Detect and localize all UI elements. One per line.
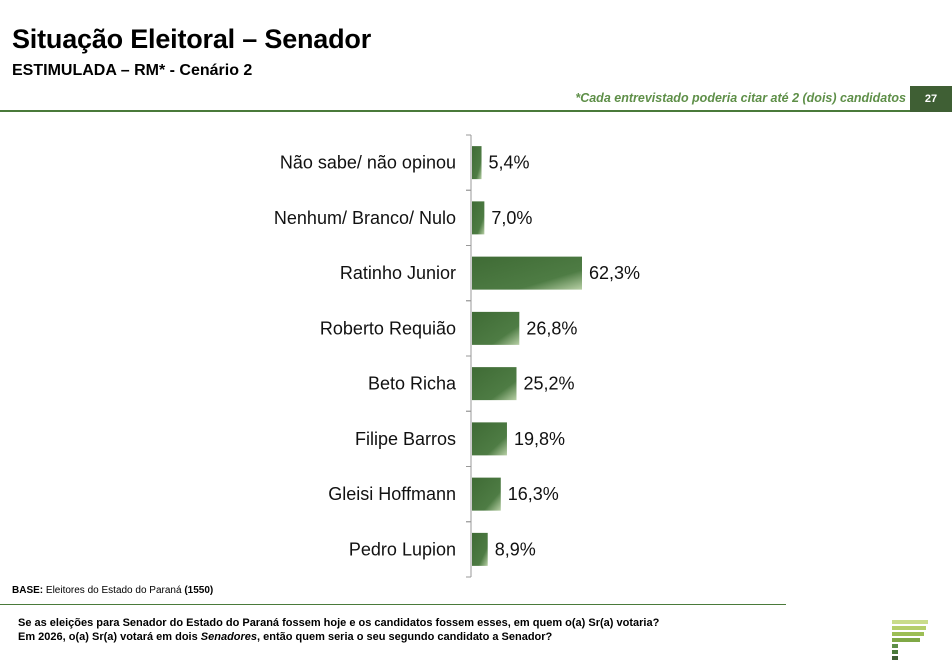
bar: [472, 146, 482, 180]
base-label: BASE:: [12, 585, 44, 596]
category-label: Roberto Requião: [320, 318, 456, 338]
page-number: 27: [910, 86, 952, 112]
survey-question: Se as eleições para Senador do Estado do…: [18, 616, 818, 644]
value-label: 26,8%: [526, 318, 577, 338]
bar: [472, 477, 501, 511]
bar: [472, 201, 485, 235]
header-rule: [0, 110, 910, 112]
bar: [472, 422, 507, 456]
page-title: Situação Eleitoral – Senador: [12, 24, 372, 54]
question-line-2-start: Em 2026, o(a) Sr(a) votará em dois: [18, 631, 201, 643]
base-count: (1550): [184, 585, 214, 596]
question-line-2: Em 2026, o(a) Sr(a) votará em dois Senad…: [18, 630, 818, 644]
question-line-2-emphasis: Senadores: [200, 631, 258, 643]
footer-rule: [0, 604, 786, 605]
bar: [472, 256, 582, 290]
page-subtitle: ESTIMULADA – RM* - Cenário 2: [12, 62, 253, 79]
value-label: 8,9%: [495, 539, 536, 559]
category-label: Gleisi Hoffmann: [328, 484, 456, 504]
bar: [472, 532, 488, 566]
question-line-2-end: , então quem seria o seu segundo candida…: [257, 631, 553, 643]
bar-chart: Não sabe/ não opinou 5,4% Nenhum/ Branco/ …: [274, 134, 640, 578]
category-label: Não sabe/ não opinou: [280, 153, 456, 173]
category-label: Ratinho Junior: [340, 263, 456, 283]
category-label: Nenhum/ Branco/ Nulo: [274, 208, 456, 228]
base-note: BASE: Eleitores do Estado do Paraná (155…: [12, 585, 213, 596]
category-label: Pedro Lupion: [349, 539, 456, 559]
bar: [472, 311, 520, 345]
value-label: 25,2%: [523, 374, 574, 394]
company-logo: [892, 620, 928, 660]
question-line-1: Se as eleições para Senador do Estado do…: [18, 617, 660, 629]
base-text: Eleitores do Estado do Paraná: [43, 585, 185, 596]
value-label: 16,3%: [508, 484, 559, 504]
category-label: Beto Richa: [368, 374, 457, 394]
value-label: 19,8%: [514, 429, 565, 449]
value-label: 7,0%: [491, 208, 532, 228]
category-label: Filipe Barros: [355, 429, 456, 449]
value-label: 5,4%: [489, 153, 530, 173]
respondent-note: *Cada entrevistado poderia citar até 2 (…: [575, 91, 906, 105]
value-label: 62,3%: [589, 263, 640, 283]
header-bar: *Cada entrevistado poderia citar até 2 (…: [0, 86, 952, 112]
bar: [472, 367, 517, 401]
